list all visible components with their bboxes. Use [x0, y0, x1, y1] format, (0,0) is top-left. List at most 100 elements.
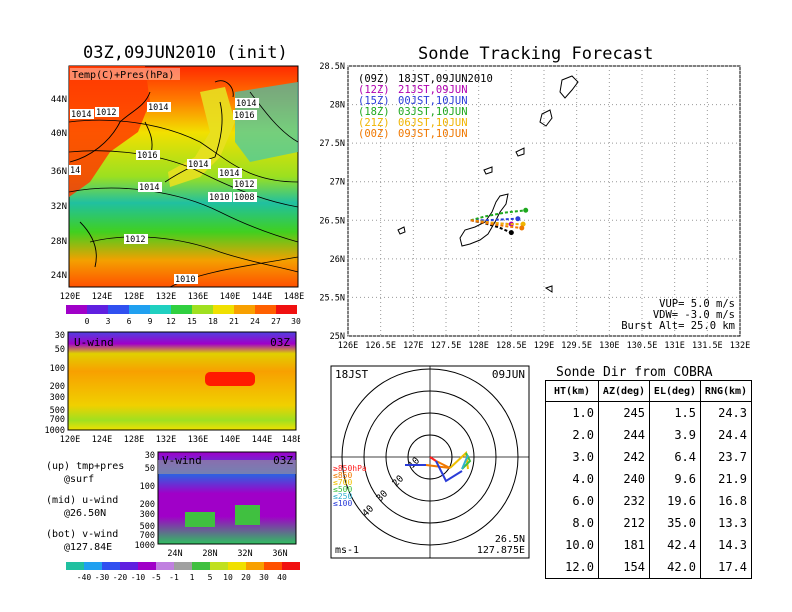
table-cell: 3.0	[546, 446, 599, 468]
table-cell: 13.3	[718, 516, 747, 530]
temp-colorbar: 0 3 6 9 12 15 18 21 24 27 30	[66, 305, 301, 326]
hodo-level: ≤500	[333, 485, 352, 494]
hodo-trace-250	[461, 454, 469, 470]
table-cell: 35.0	[649, 512, 701, 534]
hodo-level: ≤100	[333, 499, 352, 508]
launch-label: (09Z)	[358, 73, 390, 85]
svg-text:-40: -40	[77, 573, 92, 582]
lon-tick-label: 130E	[599, 341, 619, 351]
svg-text:9: 9	[148, 317, 153, 326]
svg-text:32N: 32N	[237, 549, 252, 559]
svg-text:-30: -30	[95, 573, 110, 582]
svg-text:120E: 120E	[60, 292, 80, 302]
svg-text:40N: 40N	[51, 129, 67, 139]
lon-tick-label: 131E	[664, 341, 684, 351]
svg-text:50: 50	[145, 464, 155, 474]
svg-text:30: 30	[259, 573, 269, 582]
launch-label: (18Z)	[358, 106, 390, 118]
table-cell: 6.4	[649, 446, 701, 468]
table-cell: 154	[598, 556, 650, 578]
table-cell: 244	[598, 424, 650, 446]
launch-time: 09JST,10JUN	[398, 128, 468, 140]
small-island	[515, 147, 525, 157]
launch-legend: (09Z) 18JST,09JUN2010 (12Z) 21JST,09JUN …	[358, 73, 493, 140]
table-cell: 12.0	[546, 556, 599, 578]
island-outlines	[397, 75, 579, 293]
svg-text:300: 300	[50, 393, 65, 403]
isobar-label: 1008	[234, 193, 254, 203]
col-header: EL(deg)	[649, 381, 701, 402]
table-cell: 8.0	[546, 512, 599, 534]
table-cell: 14.3	[718, 538, 747, 552]
table-cell: 42.4	[649, 534, 701, 556]
isobar-label: 1014	[148, 103, 168, 113]
param-vdw: VDW= -3.0 m/s	[653, 309, 735, 321]
hodograph: 10 20 30 40 18JST 09JUN ≥850hPa ≤850 ≤70…	[330, 365, 530, 559]
svg-text:10: 10	[223, 573, 233, 582]
hodo-level: ≤700	[333, 478, 352, 487]
table-cell: 16.8	[718, 494, 747, 508]
svg-text:136E: 136E	[188, 435, 208, 445]
lon-tick-label: 129E	[534, 341, 554, 351]
svg-text:200: 200	[140, 500, 155, 510]
svg-text:700: 700	[50, 415, 65, 425]
isobar-label: 1012	[125, 235, 145, 245]
table-cell: 181	[598, 534, 650, 556]
isobar-label: 1010	[209, 193, 229, 203]
svg-text:700: 700	[140, 531, 155, 541]
svg-text:1000: 1000	[45, 426, 65, 436]
lon-tick-label: 126E	[338, 341, 358, 351]
launch-label: (00Z)	[358, 128, 390, 140]
svg-text:24: 24	[250, 317, 260, 326]
svg-text:124E: 124E	[92, 292, 112, 302]
svg-text:3: 3	[106, 317, 111, 326]
lat-tick-label: 25.5N	[319, 293, 345, 303]
svg-text:148E: 148E	[284, 292, 304, 302]
table-row: 4.0 240 9.6 21.9	[546, 468, 751, 490]
table-row: 8.0 212 35.0 13.3	[546, 512, 751, 534]
small-island	[483, 166, 493, 175]
svg-text:24N: 24N	[51, 271, 67, 281]
svg-text:36N: 36N	[272, 549, 287, 559]
hodo-time: 18JST	[335, 368, 368, 381]
hodo-level: ≤250	[333, 492, 352, 501]
isobar-label: 1012	[96, 108, 116, 118]
table-cell: 10.0	[546, 534, 599, 556]
table-row: 6.0 232 19.6 16.8	[546, 490, 751, 512]
svg-text:128E: 128E	[124, 435, 144, 445]
uwind-panel: U-wind 03Z 30 50 100 200 300 500 700 100…	[45, 331, 300, 445]
svg-text:30: 30	[145, 451, 155, 461]
svg-text:144E: 144E	[252, 292, 272, 302]
isobar-label: 1014	[236, 99, 256, 109]
table-cell: 1.5	[649, 401, 701, 424]
table-cell: 6.0	[546, 490, 599, 512]
svg-text:28N: 28N	[51, 237, 67, 247]
svg-text:15: 15	[187, 317, 197, 326]
table-cell: 245	[598, 401, 650, 424]
table-cell: 9.6	[649, 468, 701, 490]
svg-text:200: 200	[50, 382, 65, 392]
hodo-ring	[385, 412, 475, 502]
isobar-label: 1012	[234, 180, 254, 190]
table-cell: 212	[598, 512, 650, 534]
svg-text:24N: 24N	[167, 549, 182, 559]
col-header: AZ(deg)	[598, 381, 650, 402]
isobar-label: 1014	[139, 183, 159, 193]
temp-map: 1014 1012 1014 1014 1016 1016 1014 1014 …	[51, 65, 304, 302]
launch-label: (21Z)	[358, 117, 390, 129]
track-endpoint	[523, 207, 529, 213]
uwind-time: 03Z	[270, 336, 290, 349]
isobar-label: 1014	[219, 169, 239, 179]
track-series-line	[470, 209, 526, 222]
panel-legend: (up) tmp+pres @surf (mid) u-wind @26.50N…	[46, 461, 125, 553]
col-header: RNG(km)	[704, 385, 748, 397]
small-island	[397, 226, 406, 235]
table-cell: 1.0	[546, 401, 599, 424]
track-endpoint	[508, 230, 514, 236]
svg-text:21: 21	[229, 317, 239, 326]
launch-label: (12Z)	[358, 84, 390, 96]
svg-text:32N: 32N	[51, 202, 67, 212]
table-row: 10.0 181 42.4 14.3	[546, 534, 751, 556]
lon-tick-label: 132E	[730, 341, 750, 351]
hodo-date: 09JUN	[492, 368, 525, 381]
